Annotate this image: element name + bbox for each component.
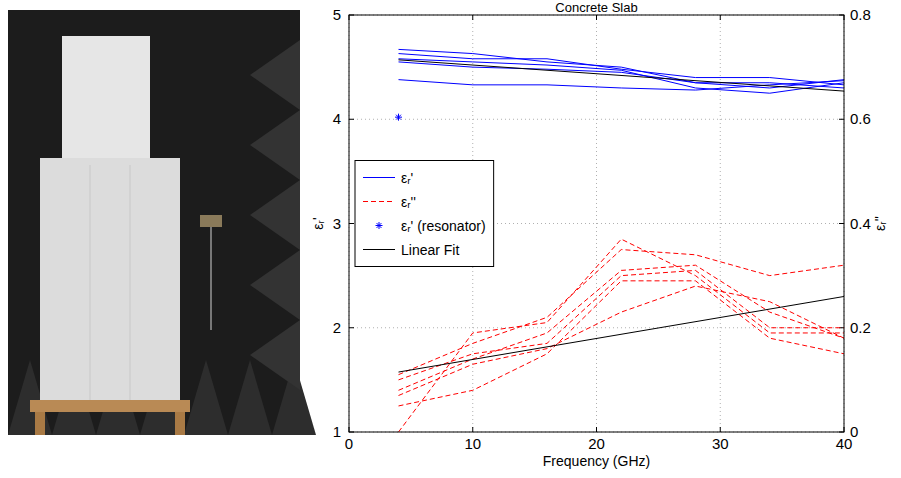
tick — [596, 15, 597, 20]
tick — [349, 223, 354, 224]
y-axis-title: εᵣ' — [310, 217, 326, 229]
tick-label: 3 — [333, 215, 341, 232]
tick-label: 0.4 — [850, 215, 871, 232]
tick — [720, 427, 721, 432]
data-line — [399, 80, 845, 90]
legend-symbol — [376, 222, 383, 229]
fit-line — [399, 296, 845, 372]
absorber — [184, 360, 228, 435]
data-line — [399, 239, 845, 432]
tick-label: 0.8 — [850, 6, 871, 23]
tick-label: 20 — [588, 435, 605, 452]
grid-line — [596, 15, 597, 432]
legend-label: εᵣ'' — [401, 194, 416, 210]
data-line — [399, 250, 845, 375]
tick — [596, 427, 597, 432]
data-line — [399, 54, 845, 85]
data-line — [399, 265, 845, 390]
grid-line — [349, 119, 844, 120]
absorber — [250, 40, 300, 110]
legend-symbol — [363, 177, 395, 178]
plot-frame — [349, 15, 844, 432]
tick — [349, 327, 354, 328]
absorber — [228, 360, 272, 435]
grid-line — [349, 327, 844, 328]
legend-label: εᵣ' — [401, 170, 413, 186]
legend-label: Linear Fit — [401, 242, 459, 258]
tick-label: 30 — [712, 435, 729, 452]
stand — [175, 412, 185, 435]
chart-title: Concrete Slab — [555, 0, 637, 15]
tick-label: 0 — [345, 435, 353, 452]
absorber — [250, 320, 300, 390]
resonator-point — [395, 114, 402, 121]
stand — [35, 412, 45, 435]
slab-seam — [90, 165, 91, 405]
y2-axis-title: εᵣ'' — [872, 216, 888, 231]
data-line — [399, 270, 845, 379]
tick — [472, 427, 473, 432]
tick-label: 0.6 — [850, 110, 871, 127]
absorber — [250, 110, 300, 180]
data-line — [399, 281, 845, 406]
antenna-cable — [210, 227, 212, 330]
legend-symbol — [363, 249, 395, 250]
tick-label: 0.2 — [850, 319, 871, 336]
tick — [472, 15, 473, 20]
x-axis-title: Frequency (GHz) — [543, 453, 650, 469]
data-line — [399, 59, 845, 93]
tick-label: 1 — [333, 423, 341, 440]
legend-symbol — [363, 201, 395, 202]
tick-label: 2 — [333, 319, 341, 336]
stand — [30, 400, 190, 412]
data-line — [399, 49, 845, 88]
tick — [720, 15, 721, 20]
tick — [839, 119, 844, 120]
data-line — [399, 286, 845, 395]
absorber — [250, 180, 300, 250]
tick-label: 4 — [333, 110, 341, 127]
photo — [8, 10, 316, 435]
legend: εᵣ' εᵣ'' εᵣ' (resonator) Linear Fit — [355, 161, 494, 267]
slab — [62, 36, 150, 176]
tick-label: 5 — [333, 6, 341, 23]
fit-line — [399, 60, 845, 91]
tick — [349, 119, 354, 120]
legend-box — [355, 161, 494, 267]
tick-label: 10 — [464, 435, 481, 452]
legend-label: εᵣ' (resonator) — [401, 218, 486, 234]
slab — [40, 158, 180, 408]
absorber — [250, 250, 300, 320]
plot-background — [349, 15, 844, 432]
tick-label: 0 — [850, 423, 858, 440]
antenna — [200, 215, 222, 227]
photo-background — [8, 10, 300, 435]
slab-seam — [130, 165, 131, 405]
tick — [839, 223, 844, 224]
